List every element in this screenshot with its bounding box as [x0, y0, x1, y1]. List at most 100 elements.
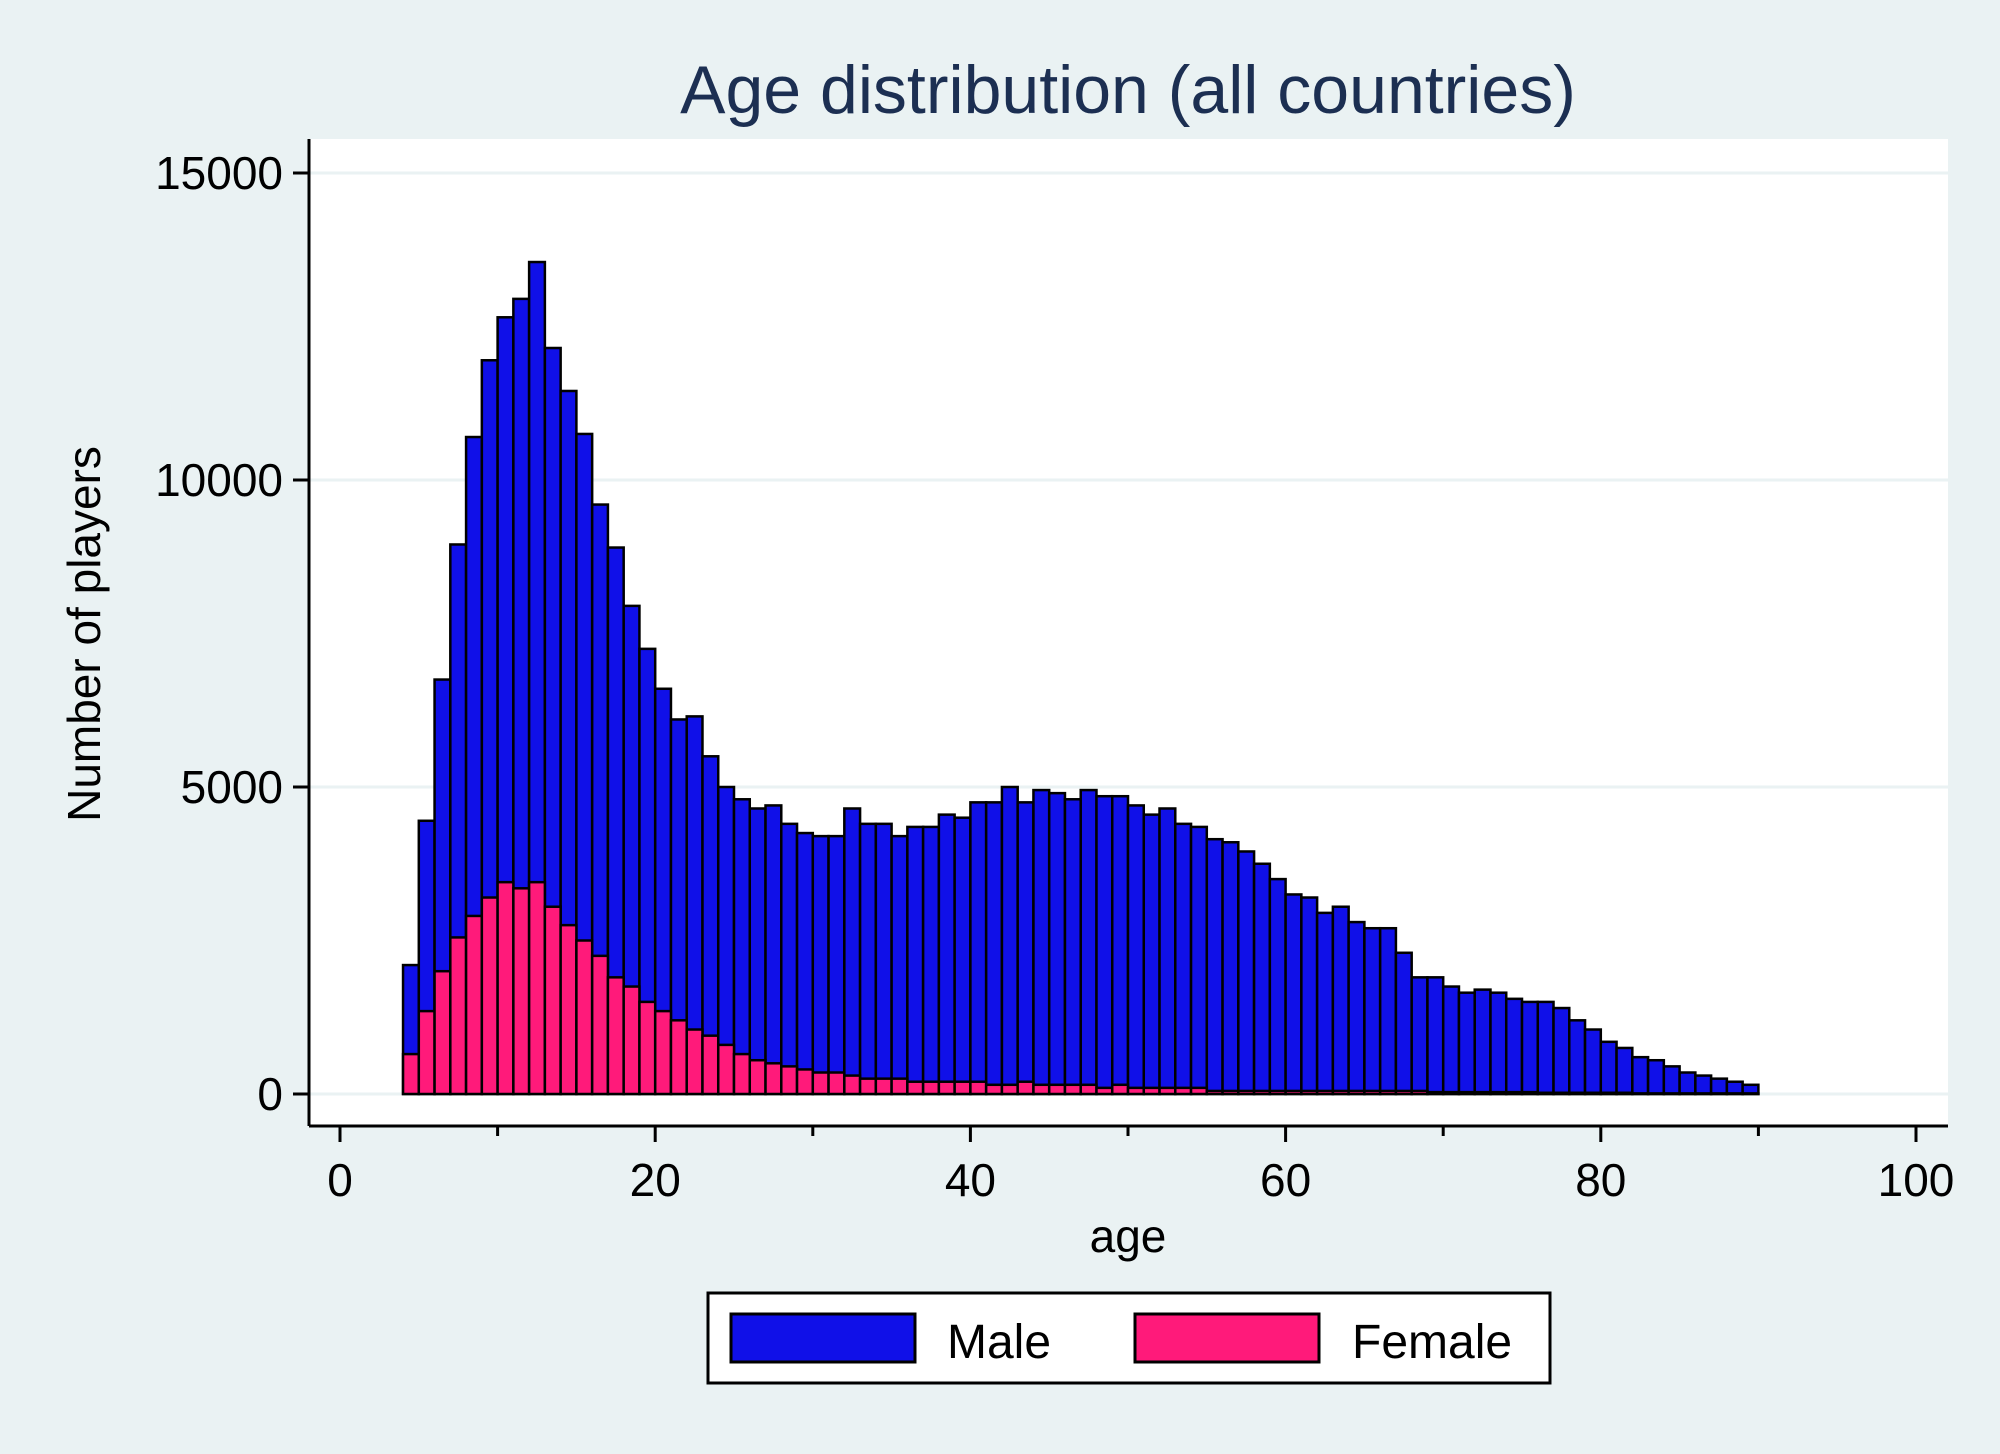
male-bar-age-33	[858, 822, 878, 1096]
female-bar-age-52	[1158, 1086, 1177, 1096]
female-bar-age-58	[1252, 1089, 1272, 1096]
male-bar-age-38	[937, 813, 956, 1096]
female-bar-age-74	[1504, 1090, 1524, 1096]
male-bar-age-29	[795, 831, 815, 1096]
female-bar-age-32	[843, 1074, 862, 1096]
male-bar-age-51	[1142, 813, 1161, 1096]
female-bar-age-77	[1552, 1091, 1571, 1096]
female-bar-age-82	[1631, 1092, 1650, 1096]
female-bar-age-40	[969, 1080, 988, 1096]
female-bar-age-63	[1331, 1089, 1350, 1096]
female-bar-age-54	[1189, 1086, 1209, 1096]
female-bar-age-47	[1079, 1083, 1098, 1096]
male-bar-age-31	[827, 834, 846, 1096]
male-bar-age-64	[1347, 920, 1366, 1096]
male-bar-age-57	[1237, 850, 1256, 1096]
male-bar-age-67	[1394, 951, 1413, 1096]
female-bar-age-62	[1315, 1089, 1335, 1096]
male-bar-age-40	[969, 801, 988, 1096]
female-bar-age-41	[984, 1083, 1004, 1096]
female-bar-age-38	[937, 1080, 956, 1096]
female-bar-age-35	[890, 1077, 909, 1096]
female-bar-age-59	[1268, 1089, 1287, 1096]
female-bar-age-11	[512, 887, 531, 1096]
female-bar-age-45	[1047, 1083, 1067, 1096]
male-bar-age-84	[1662, 1065, 1681, 1096]
male-bar-age-60	[1284, 893, 1303, 1096]
female-bar-age-9	[480, 896, 499, 1096]
male-bar-age-37	[921, 825, 941, 1096]
male-bar-age-79	[1583, 1028, 1603, 1096]
female-bar-age-69	[1426, 1090, 1445, 1096]
y-tick-label: 5000	[181, 761, 283, 813]
female-bar-age-31	[827, 1071, 846, 1096]
x-tick-label: 80	[1575, 1154, 1626, 1206]
female-bar-age-8	[464, 914, 484, 1096]
female-bar-age-48	[1095, 1086, 1114, 1096]
female-bar-age-7	[449, 936, 468, 1096]
female-bar-age-44	[1032, 1083, 1051, 1096]
male-bar-age-56	[1221, 841, 1240, 1096]
female-bar-age-83	[1646, 1092, 1666, 1096]
male-bar-age-59	[1268, 877, 1287, 1096]
female-bar-age-24	[716, 1043, 736, 1096]
male-bar-age-87	[1709, 1077, 1729, 1096]
x-tick-label: 20	[630, 1154, 681, 1206]
female-bar-age-89	[1741, 1092, 1760, 1096]
male-bar-age-74	[1504, 997, 1524, 1096]
female-bar-age-86	[1694, 1092, 1713, 1096]
male-bar-age-42	[1000, 785, 1019, 1096]
male-bar-age-45	[1047, 791, 1067, 1096]
x-axis-label: age	[1090, 1210, 1167, 1262]
female-bar-age-21	[669, 1019, 688, 1096]
y-tick-label: 10000	[155, 454, 283, 506]
female-bar-age-72	[1473, 1090, 1492, 1096]
female-bar-age-39	[953, 1080, 972, 1096]
male-bar-age-63	[1331, 905, 1350, 1096]
male-bar-age-46	[1063, 798, 1082, 1096]
female-bar-age-34	[874, 1077, 893, 1096]
x-tick-label: 60	[1260, 1154, 1311, 1206]
chart-title: Age distribution (all countries)	[680, 52, 1576, 128]
male-bar-age-81	[1615, 1046, 1634, 1096]
female-bar-age-49	[1110, 1083, 1130, 1096]
male-bar-age-53	[1174, 822, 1193, 1096]
male-bar-age-70	[1441, 985, 1461, 1096]
female-bar-age-25	[732, 1052, 752, 1096]
male-bar-age-54	[1189, 825, 1209, 1096]
female-bar-age-17	[606, 976, 625, 1096]
female-bar-age-53	[1174, 1086, 1193, 1096]
female-bar-age-20	[653, 1009, 673, 1096]
male-bar-age-55	[1205, 837, 1224, 1096]
female-bar-age-27	[764, 1062, 783, 1096]
female-bar-age-5	[417, 1009, 436, 1096]
female-bar-age-55	[1205, 1089, 1224, 1096]
male-bar-age-85	[1678, 1071, 1697, 1096]
female-bar-age-87	[1709, 1092, 1729, 1096]
x-tick-label: 100	[1878, 1154, 1955, 1206]
male-bar-age-68	[1410, 976, 1429, 1096]
male-bar-age-72	[1473, 988, 1492, 1096]
female-bar-age-75	[1520, 1090, 1540, 1096]
y-axis: 0 5000 10000 15000	[155, 139, 311, 1126]
male-bar-age-36	[906, 825, 925, 1096]
female-bar-age-30	[811, 1071, 830, 1096]
x-tick-label: 40	[945, 1154, 996, 1206]
female-bar-age-78	[1568, 1091, 1587, 1096]
male-bar-age-48	[1095, 794, 1114, 1096]
legend-label-male: Male	[947, 1316, 1051, 1369]
male-bar-age-41	[984, 801, 1004, 1096]
female-bar-age-66	[1378, 1089, 1398, 1096]
female-bar-age-88	[1725, 1092, 1744, 1096]
male-bar-age-44	[1032, 788, 1051, 1096]
legend-swatch-female	[1133, 1312, 1321, 1364]
legend: Male Female	[706, 1291, 1552, 1385]
female-bar-age-26	[748, 1058, 767, 1096]
male-bar-age-69	[1426, 976, 1445, 1096]
female-bar-age-46	[1063, 1083, 1082, 1096]
female-bar-age-16	[590, 954, 610, 1096]
male-bar-age-27	[764, 804, 783, 1096]
x-axis: 0 20 40 60 80 100	[309, 1124, 1955, 1206]
female-bar-age-12	[527, 880, 547, 1096]
